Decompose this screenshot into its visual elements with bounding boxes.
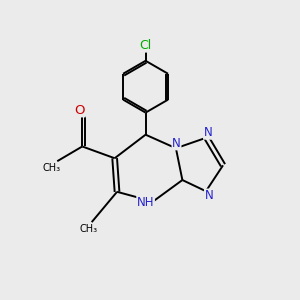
Text: NH: NH — [137, 196, 154, 208]
Text: N: N — [204, 126, 212, 139]
Text: Cl: Cl — [140, 39, 152, 52]
Text: CH₃: CH₃ — [79, 224, 97, 234]
Text: O: O — [75, 104, 85, 117]
Text: N: N — [172, 137, 181, 150]
Text: CH₃: CH₃ — [42, 163, 60, 173]
Text: N: N — [205, 189, 213, 202]
